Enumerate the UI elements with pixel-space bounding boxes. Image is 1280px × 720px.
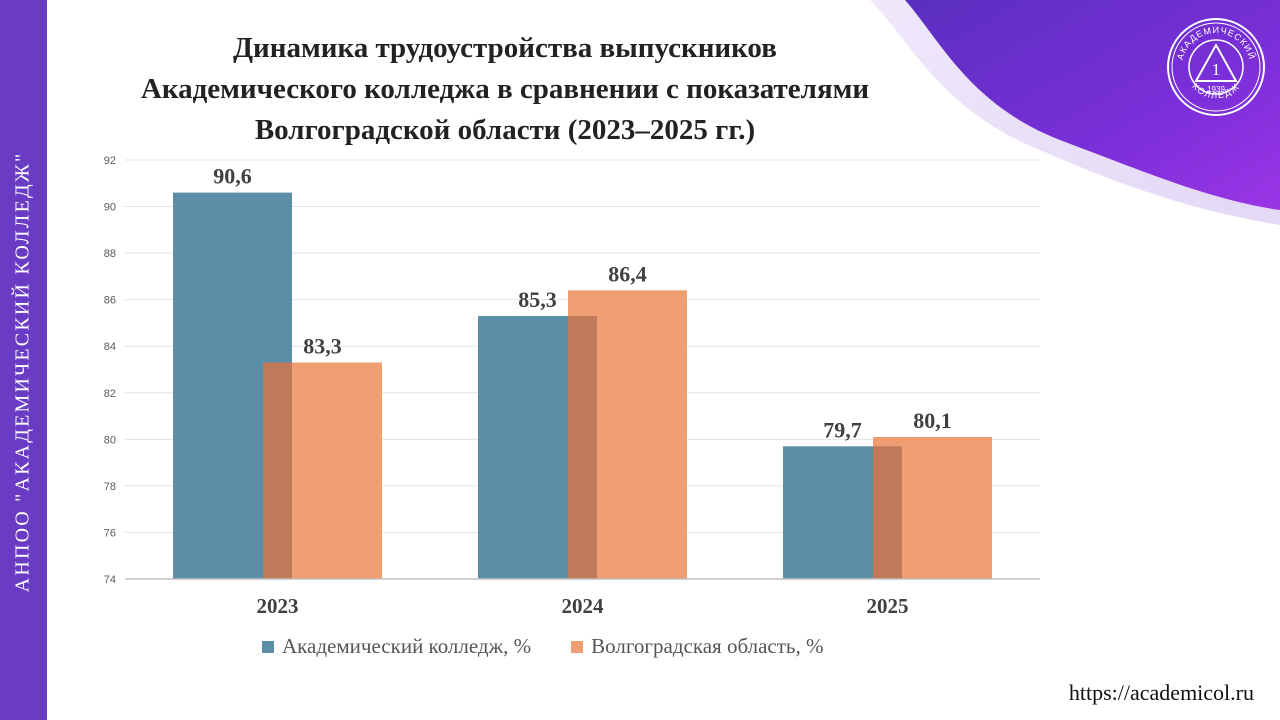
y-tick-label: 92 xyxy=(104,155,116,167)
chart-title-line-1: Динамика трудоустройства выпускников xyxy=(233,32,777,64)
chart-title-line-2: Академического колледжа в сравнении с по… xyxy=(140,73,870,105)
y-tick-label: 78 xyxy=(104,481,116,493)
decorative-wave xyxy=(870,0,1280,225)
data-label-series-1: 85,3 xyxy=(518,287,557,312)
y-tick-label: 84 xyxy=(104,341,116,353)
bar-overlap xyxy=(568,315,597,579)
chart-legend: Академический колледж, % Волгоградская о… xyxy=(262,634,864,659)
y-tick-label: 86 xyxy=(104,295,116,307)
y-tick-label: 74 xyxy=(104,574,116,586)
data-label-series-2: 80,1 xyxy=(913,408,952,433)
sidebar: АНПОО "АКАДЕМИЧЕСКИЙ КОЛЛЕДЖ" xyxy=(0,0,47,720)
y-tick-label: 90 xyxy=(104,202,116,214)
bar-overlap xyxy=(263,362,292,579)
x-category-label: 2025 xyxy=(867,594,909,618)
y-tick-label: 82 xyxy=(104,388,116,400)
legend-swatch-series-2 xyxy=(571,640,584,653)
legend-item-series-1: Академический колледж, % xyxy=(262,634,531,659)
svg-text:1939: 1939 xyxy=(1207,85,1225,94)
data-label-series-1: 79,7 xyxy=(823,417,862,442)
y-tick-label: 88 xyxy=(104,248,116,260)
svg-text:1: 1 xyxy=(1212,60,1221,79)
x-category-label: 2023 xyxy=(257,594,299,618)
data-label-series-1: 90,6 xyxy=(213,164,252,189)
college-logo: АКАДЕМИЧЕСКИЙ КОЛЛЕДЖ 1 1939 xyxy=(1167,18,1265,116)
website-url[interactable]: https://academicol.ru xyxy=(1068,680,1254,705)
legend-swatch-series-1 xyxy=(262,640,274,653)
bar-overlap xyxy=(873,446,902,579)
legend-item-series-2: Волгоградская область, % xyxy=(571,634,824,659)
x-category-label: 2024 xyxy=(562,594,605,618)
y-tick-label: 76 xyxy=(104,527,116,539)
chart-title: Динамика трудоустройства выпускников Ака… xyxy=(60,28,950,151)
legend-label-series-2: Волгоградская область, % xyxy=(591,634,824,658)
data-label-series-2: 83,3 xyxy=(303,334,342,359)
chart-title-line-3: Волгоградской области (2023–2025 гг.) xyxy=(254,114,756,146)
legend-label-series-1: Академический колледж, % xyxy=(282,634,532,658)
data-label-series-2: 86,4 xyxy=(608,261,647,286)
y-tick-label: 80 xyxy=(104,434,116,446)
